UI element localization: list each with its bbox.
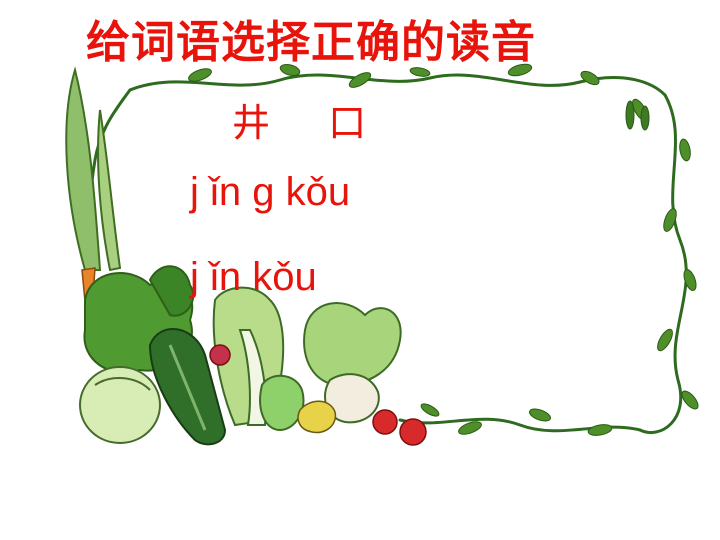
kohlrabi-icon — [79, 366, 161, 444]
pepper-icon — [259, 374, 305, 432]
target-word: 井 口 — [232, 92, 412, 147]
cucumber-icon — [148, 328, 227, 446]
word-char-2: 口 — [328, 101, 367, 145]
radish-icon — [303, 302, 402, 424]
pinyin-option-2[interactable]: j ǐn kǒu — [190, 255, 317, 299]
tomato-icon — [209, 344, 427, 446]
sliced-pepper-icon — [297, 400, 337, 434]
word-char-1: 井 — [232, 101, 271, 145]
pinyin-option-1[interactable]: j ǐn g kǒu — [190, 170, 351, 214]
page-title: 给词语选择正确的读音 — [86, 17, 536, 68]
